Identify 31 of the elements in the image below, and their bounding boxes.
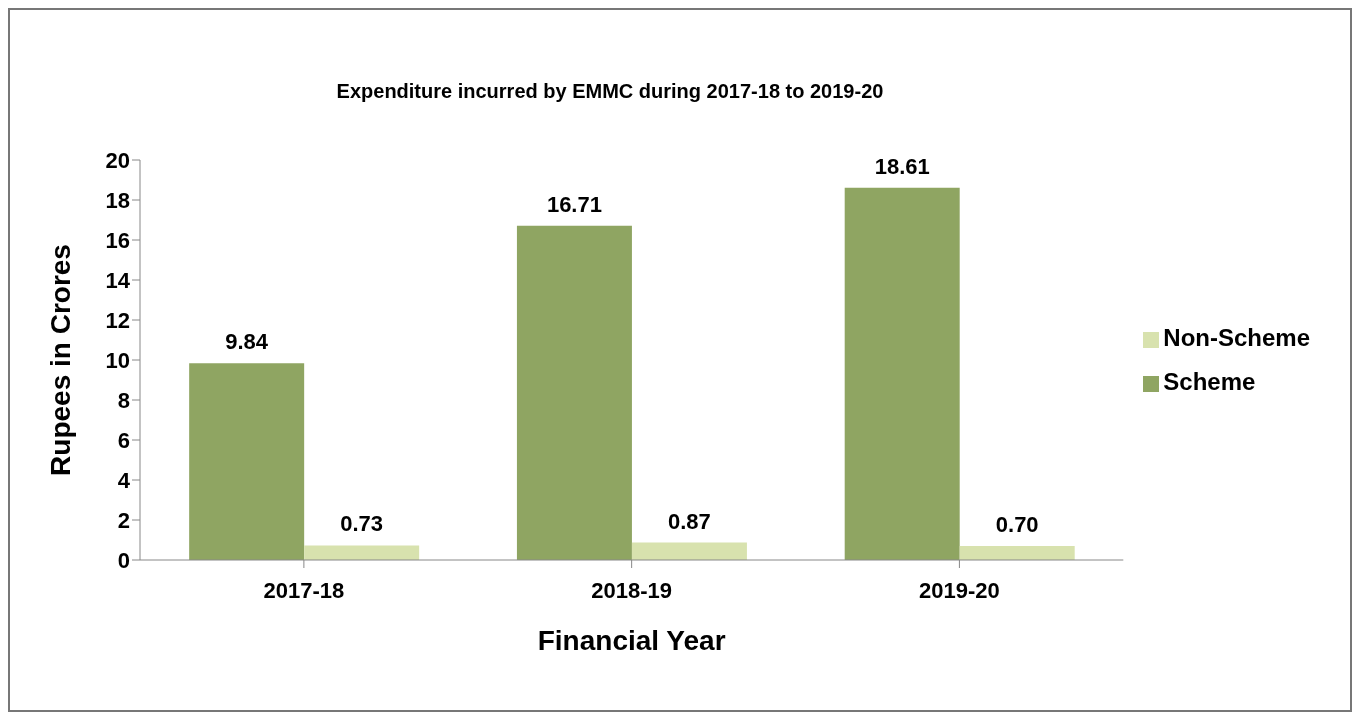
y-tick-label: 4 (117, 467, 131, 493)
x-tick-label: 2017-18 (263, 577, 345, 603)
bar (959, 546, 1075, 560)
y-tick-label: 10 (105, 347, 130, 373)
x-axis-title: Financial Year (537, 625, 726, 656)
legend-label: Non-Scheme (1163, 324, 1310, 351)
bar (304, 545, 420, 560)
legend-label: Scheme (1163, 368, 1256, 395)
x-tick-label: 2018-19 (591, 577, 673, 603)
chart-title: Expenditure incurred by EMMC during 2017-18 to 2019-20 (335, 80, 885, 103)
y-axis-title: Rupees in Crores (44, 244, 76, 476)
y-tick-label: 0 (117, 547, 130, 573)
x-tick-label: 2019-20 (919, 577, 1000, 603)
y-tick-label: 18 (105, 187, 130, 213)
data-label: 0.73 (340, 511, 384, 537)
data-label: 18.61 (874, 153, 930, 179)
y-tick-label: 6 (117, 427, 130, 453)
y-tick-label: 16 (105, 227, 130, 253)
bar (844, 187, 960, 560)
data-label: 16.71 (546, 191, 602, 217)
y-tick-label: 2 (117, 507, 130, 533)
bar (631, 542, 747, 560)
data-label: 9.84 (225, 329, 269, 355)
y-tick-label: 14 (105, 267, 131, 293)
y-tick-label: 12 (105, 307, 130, 333)
y-tick-label: 20 (105, 147, 130, 173)
data-label: 0.70 (995, 512, 1039, 537)
bar (189, 363, 305, 560)
bar (516, 225, 632, 560)
data-label: 0.87 (668, 508, 711, 534)
y-tick-label: 8 (117, 387, 130, 413)
